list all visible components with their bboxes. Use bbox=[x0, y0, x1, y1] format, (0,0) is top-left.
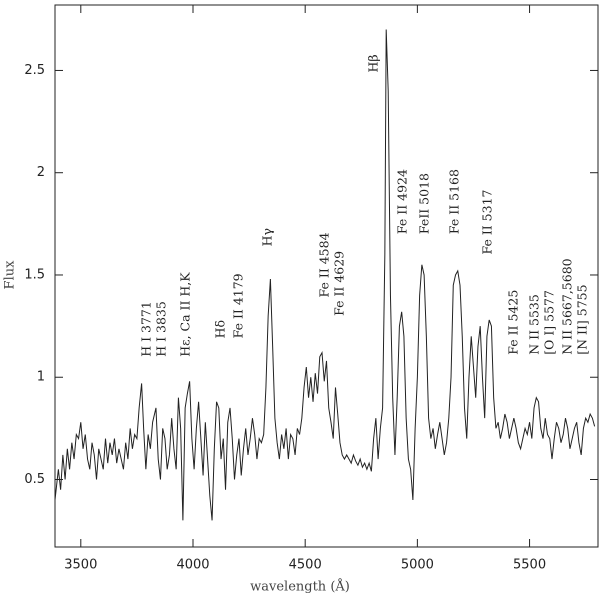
line-annotation: Hβ bbox=[365, 54, 380, 72]
line-annotation: N II 5667,5680 bbox=[559, 258, 574, 354]
line-annotation: Fe II 4584 bbox=[316, 232, 331, 297]
y-tick-label: 0.5 bbox=[24, 472, 45, 487]
line-annotation: H I 3835 bbox=[154, 301, 169, 357]
x-tick-label: 3500 bbox=[64, 558, 97, 573]
x-tick-label: 5000 bbox=[401, 558, 434, 573]
line-annotation: Hγ bbox=[259, 228, 274, 246]
line-annotation: Hε, Ca II H,K bbox=[178, 272, 193, 357]
y-tick-label: 1 bbox=[37, 370, 45, 385]
y-axis-label: Flux bbox=[3, 260, 18, 290]
x-tick-label: 5500 bbox=[513, 558, 546, 573]
line-annotation: Fe II 5168 bbox=[446, 169, 461, 234]
line-annotation: Fe II 4179 bbox=[230, 273, 245, 338]
plot-frame bbox=[54, 4, 599, 548]
line-annotation: H I 3771 bbox=[138, 301, 153, 357]
line-annotation: [O I] 5577 bbox=[541, 290, 556, 355]
line-annotation: [N II] 5755 bbox=[574, 284, 589, 354]
line-annotation: FeII 5018 bbox=[417, 173, 432, 234]
x-tick-label: 4500 bbox=[289, 558, 322, 573]
line-annotation: Fe II 5425 bbox=[505, 290, 520, 355]
line-annotation: N II 5535 bbox=[526, 294, 541, 355]
y-tick-label: 2 bbox=[37, 165, 45, 180]
x-axis-label: wavelength (Å) bbox=[250, 579, 350, 595]
x-tick-label: 4000 bbox=[176, 558, 209, 573]
spectrum-line bbox=[54, 29, 596, 521]
line-annotation: Hδ bbox=[213, 320, 228, 338]
y-tick-label: 2.5 bbox=[24, 63, 45, 78]
y-tick-label: 1.5 bbox=[24, 267, 45, 282]
line-annotation: Fe II 5317 bbox=[480, 189, 495, 254]
line-annotation: Fe II 4629 bbox=[331, 251, 346, 316]
line-annotation: Fe II 4924 bbox=[395, 169, 410, 234]
